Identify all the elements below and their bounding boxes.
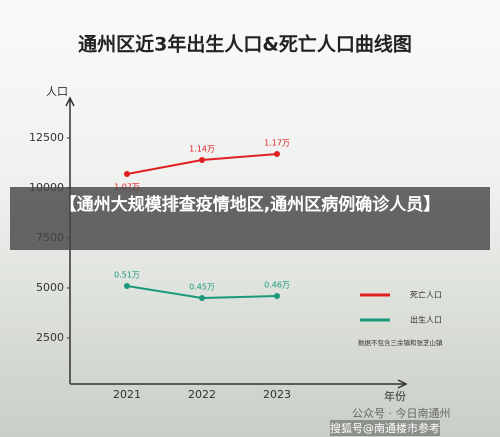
chart-title: 通州区近3年出生人口&死亡人口曲线图 — [78, 33, 412, 56]
x-arrow — [397, 379, 408, 389]
point — [199, 295, 205, 301]
legend-label: 出生人口 — [410, 315, 442, 325]
point — [274, 293, 280, 299]
value-label: 1.14万 — [189, 145, 215, 154]
point — [124, 283, 130, 289]
x-tick-label: 2023 — [263, 388, 291, 401]
x-tick-label: 2021 — [113, 388, 141, 401]
x-axis-label: 年份 — [384, 389, 406, 403]
y-axis-label: 人口 — [46, 85, 68, 98]
y-tick-label: 2500 — [36, 331, 64, 344]
value-label: 1.17万 — [264, 139, 290, 148]
value-label: 0.46万 — [264, 281, 290, 290]
point — [199, 157, 205, 163]
legend-label: 死亡人口 — [410, 290, 442, 300]
y-tick-label: 12500 — [29, 131, 64, 144]
value-label: 0.45万 — [189, 283, 215, 292]
y-arrow — [65, 96, 75, 107]
watermark: 公众号 · 今日南通州 — [352, 407, 451, 420]
point — [124, 171, 130, 177]
note: 数据不包含三余镇和张芝山镇 — [358, 338, 443, 347]
x-tick-label: 2022 — [188, 388, 216, 401]
point — [274, 151, 280, 157]
watermark: 搜狐号@南通楼市参考 — [330, 420, 440, 436]
y-tick-label: 5000 — [36, 281, 64, 294]
value-label: 0.51万 — [114, 271, 140, 280]
banner: 【通州大规模排查疫情地区,通州区病例确诊人员】 — [10, 187, 490, 250]
